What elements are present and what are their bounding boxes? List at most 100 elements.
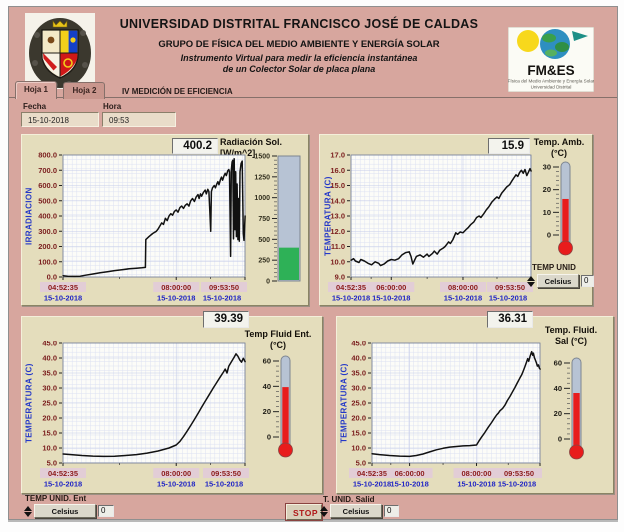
svg-text:20.0: 20.0 xyxy=(351,414,366,423)
svg-text:FM&ES: FM&ES xyxy=(527,63,574,78)
panel-temp-ambiente: 15.9 Temp. Amb. (°C) TEMPERATURA (C) 9.0… xyxy=(319,134,594,306)
panel-temp-fluido-entrada: 39.39 Temp Fluid Ent. (°C) TEMPERATURA (… xyxy=(21,311,323,494)
svg-text:1000: 1000 xyxy=(254,195,270,202)
tab-hoja-2[interactable]: Hoja 2 xyxy=(63,82,106,99)
svg-text:25.0: 25.0 xyxy=(42,399,57,408)
unit-dropdown-sal[interactable]: Celsius xyxy=(330,504,382,518)
temp-unid-control: Celsius 0 xyxy=(526,274,594,288)
spinner-down-icon[interactable] xyxy=(23,511,32,517)
svg-text:40: 40 xyxy=(263,382,271,391)
svg-text:15-10-2018: 15-10-2018 xyxy=(390,480,428,489)
svg-text:06:00:00: 06:00:00 xyxy=(395,469,425,478)
svg-text:12.0: 12.0 xyxy=(330,227,345,236)
spinner-up-icon[interactable] xyxy=(23,505,32,511)
app-title: UNIVERSIDAD DISTRITAL FRANCISCO JOSÉ DE … xyxy=(119,17,479,31)
labview-front-panel: UNIVERSIDAD DISTRITAL FRANCISCO JOSÉ DE … xyxy=(8,6,618,520)
svg-text:25.0: 25.0 xyxy=(351,399,366,408)
svg-text:45.0: 45.0 xyxy=(351,341,366,348)
t-unid-salid-label: T. UNID. Salid xyxy=(323,495,375,504)
fecha-label: Fecha xyxy=(23,102,47,111)
spinner-down-icon[interactable] xyxy=(319,511,328,517)
temp-ent-thermometer: 0 20 40 60 xyxy=(252,353,308,468)
radiacion-caption: Radiación Sol. [W/m^2] xyxy=(220,137,283,158)
spinner-up-icon[interactable] xyxy=(526,275,535,281)
temp-amb-caption: Temp. Amb. (°C) xyxy=(533,137,585,158)
unit-numbox-sal[interactable]: 0 xyxy=(384,505,399,517)
app-description-line2: de un Colector Solar de placa plana xyxy=(222,64,376,74)
unit-spinner[interactable] xyxy=(526,274,535,288)
svg-text:15-10-2018: 15-10-2018 xyxy=(157,294,195,303)
svg-text:13.0: 13.0 xyxy=(330,212,345,221)
svg-text:1500: 1500 xyxy=(254,154,270,161)
hora-indicator: 09:53 xyxy=(102,112,176,127)
temp-amb-readout: 15.9 xyxy=(488,138,530,154)
unit-dropdown-ent[interactable]: Celsius xyxy=(34,504,96,518)
svg-text:15-10-2018: 15-10-2018 xyxy=(157,480,195,489)
unit-spinner[interactable] xyxy=(319,504,328,518)
svg-text:20: 20 xyxy=(543,185,551,194)
spinner-down-icon[interactable] xyxy=(526,281,535,287)
svg-text:15-10-2018: 15-10-2018 xyxy=(44,480,82,489)
radiacion-readout: 400.2 xyxy=(172,138,218,154)
temp-unid-ent-label: TEMP UNID. Ent xyxy=(25,494,87,503)
temp-unid-ent-control: Celsius 0 xyxy=(23,504,114,518)
svg-text:0: 0 xyxy=(266,279,270,286)
svg-text:08:00:00: 08:00:00 xyxy=(161,469,191,478)
t-unid-salid-control: Celsius 0 xyxy=(319,504,399,518)
temp-ent-caption: Temp Fluid Ent. (°C) xyxy=(244,329,312,350)
svg-text:15-10-2018: 15-10-2018 xyxy=(444,294,482,303)
panel-radiacion: 400.2 Radiación Sol. [W/m^2] IRRADIACION… xyxy=(21,134,309,306)
svg-text:45.0: 45.0 xyxy=(42,341,57,348)
svg-text:15.0: 15.0 xyxy=(351,429,366,438)
tab-strip: Hoja 1 Hoja 2 IV MEDICIÓN DE EFICIENCIA xyxy=(9,81,617,99)
temp-ent-value: 39.39 xyxy=(214,313,243,325)
svg-text:30.0: 30.0 xyxy=(351,384,366,393)
temp-sal-readout: 36.31 xyxy=(487,311,533,328)
unit-spinner[interactable] xyxy=(23,504,32,518)
svg-text:100.0: 100.0 xyxy=(38,257,57,266)
svg-text:5.0: 5.0 xyxy=(47,459,57,468)
svg-text:11.0: 11.0 xyxy=(331,242,345,251)
stop-button[interactable]: STOP xyxy=(286,504,322,520)
svg-text:700.0: 700.0 xyxy=(38,166,57,175)
radiacion-graph: 0.0 100.0 200.0 300.0 400.0 500.0 600.0 700.0 80… xyxy=(24,151,248,310)
header: UNIVERSIDAD DISTRITAL FRANCISCO JOSÉ DE … xyxy=(89,17,509,74)
svg-text:20: 20 xyxy=(263,407,271,416)
unit-numbox-amb[interactable]: 0 xyxy=(581,275,594,287)
svg-text:14.0: 14.0 xyxy=(330,196,345,205)
temp-ent-graph: 5.0 10.0 15.0 20.0 25.0 30.0 35.0 40.0 45.0 04:52… xyxy=(24,339,250,498)
svg-text:800.0: 800.0 xyxy=(38,151,57,160)
svg-text:15-10-2018: 15-10-2018 xyxy=(332,294,370,303)
tab-hoja-1[interactable]: Hoja 1 xyxy=(15,81,58,99)
svg-text:600.0: 600.0 xyxy=(38,181,57,190)
svg-text:15-10-2018: 15-10-2018 xyxy=(498,480,536,489)
temp-sal-caption: Temp. Fluid. Sal (°C) xyxy=(544,325,598,346)
svg-text:04:52:35: 04:52:35 xyxy=(336,283,366,292)
temp-amb-graph: 9.0 10.0 11.0 12.0 13.0 14.0 15.0 16.0 17.0 04:52… xyxy=(322,151,534,310)
tab-caption: IV MEDICIÓN DE EFICIENCIA xyxy=(121,87,233,96)
fecha-indicator: 15-10-2018 xyxy=(21,112,99,127)
svg-text:17.0: 17.0 xyxy=(330,151,345,160)
sun-icon xyxy=(517,30,539,52)
svg-text:Física del Medio Ambiente y En: Física del Medio Ambiente y Energía Sola… xyxy=(508,79,594,84)
unit-numbox-ent[interactable]: 0 xyxy=(98,505,114,517)
svg-text:60: 60 xyxy=(554,359,562,368)
svg-text:500.0: 500.0 xyxy=(38,196,57,205)
svg-text:40.0: 40.0 xyxy=(42,354,57,363)
svg-text:15.0: 15.0 xyxy=(330,181,345,190)
svg-text:40.0: 40.0 xyxy=(351,354,366,363)
svg-text:04:52:35: 04:52:35 xyxy=(357,469,387,478)
svg-text:10.0: 10.0 xyxy=(330,257,345,266)
spinner-up-icon[interactable] xyxy=(319,505,328,511)
svg-text:10.0: 10.0 xyxy=(42,444,57,453)
svg-text:04:52:35: 04:52:35 xyxy=(48,469,78,478)
svg-text:20: 20 xyxy=(554,409,562,418)
radiacion-value: 400.2 xyxy=(183,140,212,152)
unit-dropdown-amb[interactable]: Celsius xyxy=(537,274,579,288)
svg-text:30: 30 xyxy=(543,163,551,172)
svg-text:15-10-2018: 15-10-2018 xyxy=(205,480,243,489)
svg-text:16.0: 16.0 xyxy=(330,166,345,175)
svg-text:15-10-2018: 15-10-2018 xyxy=(353,480,391,489)
university-crest-logo xyxy=(25,13,95,89)
panel-temp-fluido-salida: 36.31 Temp. Fluid. Sal (°C) TEMPERATURA … xyxy=(336,311,614,494)
